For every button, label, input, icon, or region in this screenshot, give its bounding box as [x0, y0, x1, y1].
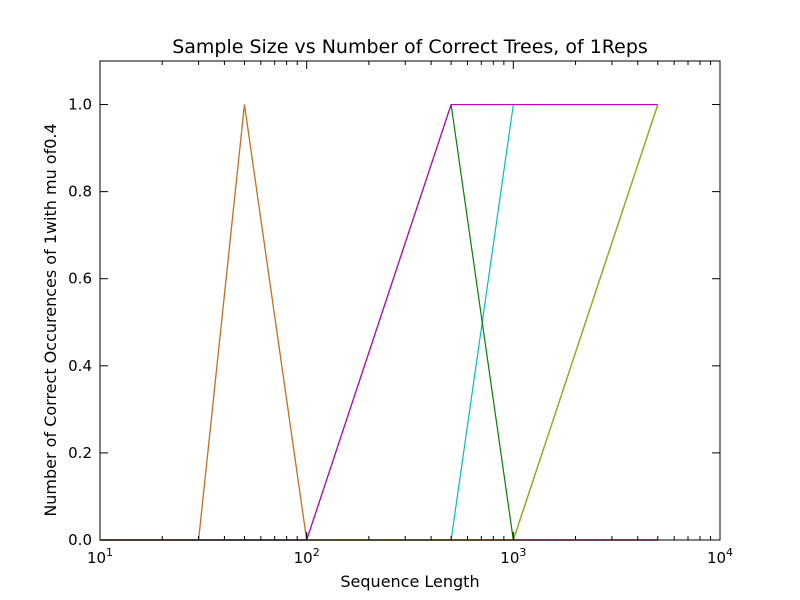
y-tick-label: 0.4	[68, 357, 92, 375]
x-tick-label-exponent: 3	[519, 546, 526, 559]
y-tick-label: 0.6	[68, 270, 92, 288]
x-tick-label-base: 10	[707, 549, 726, 567]
x-tick-label-base: 10	[87, 549, 106, 567]
x-axis-label: Sequence Length	[340, 572, 479, 591]
y-tick-label: 0.0	[68, 531, 92, 549]
y-tick-label: 1.0	[68, 96, 92, 114]
x-tick-label: 103	[500, 546, 526, 567]
chart-title: Sample Size vs Number of Correct Trees, …	[172, 36, 648, 58]
x-tick-label-base: 10	[294, 549, 313, 567]
x-tick-label-exponent: 2	[313, 546, 320, 559]
y-axis-label: Number of Correct Occurences of 1with mu…	[41, 123, 60, 516]
y-tick-label: 0.2	[68, 444, 92, 462]
y-tick-label: 0.8	[68, 183, 92, 201]
x-tick-label: 102	[294, 546, 320, 567]
x-tick-label-base: 10	[500, 549, 519, 567]
x-tick-label-exponent: 4	[726, 546, 733, 559]
x-tick-label: 104	[707, 546, 733, 567]
x-tick-label: 101	[87, 546, 113, 567]
x-tick-label-exponent: 1	[106, 546, 113, 559]
plot-frame	[99, 60, 721, 541]
